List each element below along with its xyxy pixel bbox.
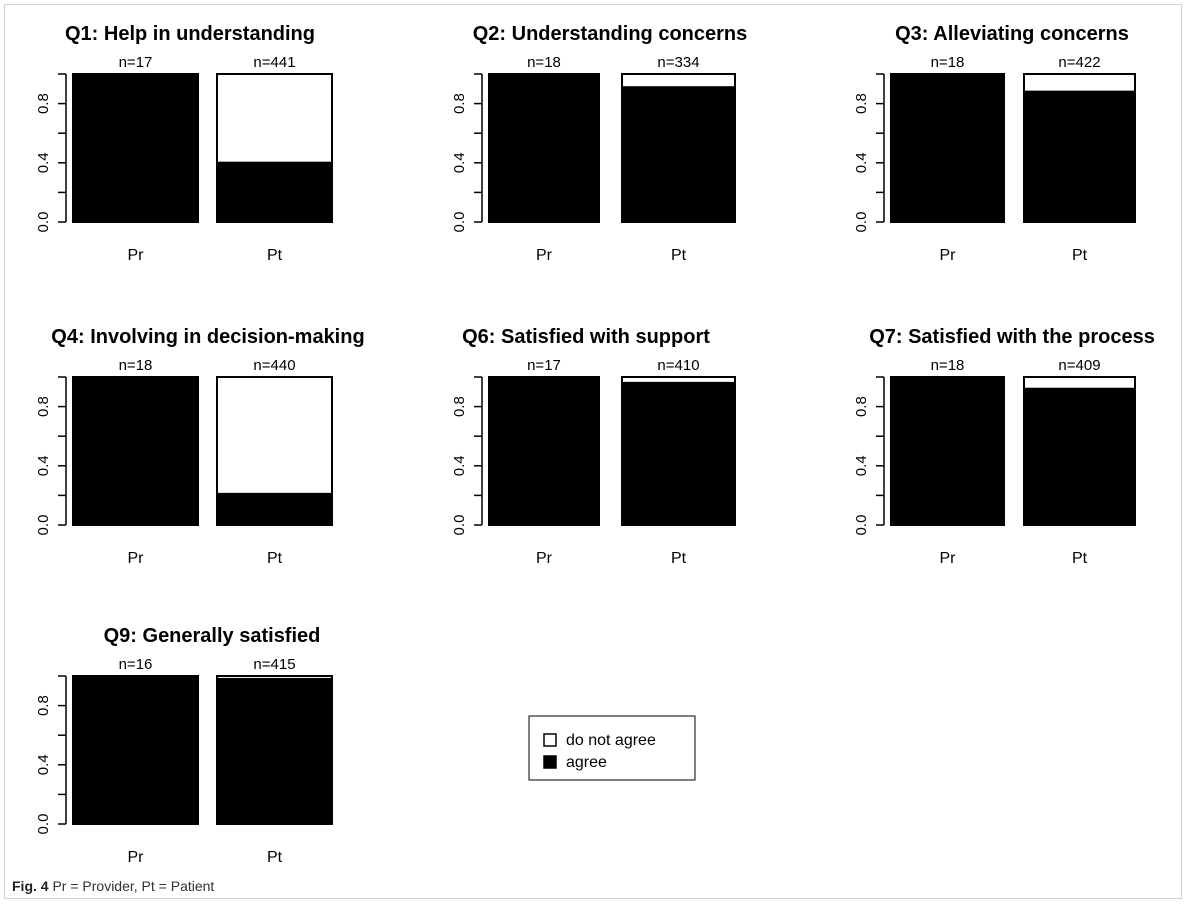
y-tick-label: 0.8 bbox=[35, 695, 52, 716]
x-tick-label: Pt bbox=[1072, 550, 1088, 567]
y-tick-label: 0.0 bbox=[35, 814, 52, 835]
x-tick-label: Pr bbox=[128, 247, 145, 264]
n-label: n=18 bbox=[931, 54, 965, 71]
chart-title: Q4: Involving in decision-making bbox=[51, 326, 364, 348]
chart-panel-4: Q4: Involving in decision-making n=18 Pr n=… bbox=[35, 326, 365, 567]
n-label: n=334 bbox=[657, 54, 699, 71]
x-tick-label: Pt bbox=[1072, 247, 1088, 264]
bar-segment-agree bbox=[488, 376, 600, 526]
y-tick-label: 0.8 bbox=[853, 396, 870, 417]
legend-swatch bbox=[543, 733, 557, 747]
x-tick-label: Pr bbox=[536, 247, 553, 264]
bar-segment-do-not-agree bbox=[1023, 376, 1136, 390]
y-tick-label: 0.4 bbox=[35, 152, 52, 173]
bar-segment-do-not-agree bbox=[1023, 73, 1136, 93]
n-label: n=16 bbox=[119, 656, 153, 673]
n-label: n=18 bbox=[931, 357, 965, 374]
y-tick-label: 0.0 bbox=[451, 515, 468, 536]
chart-title: Q9: Generally satisfied bbox=[104, 625, 321, 647]
bar-segment-agree bbox=[1023, 387, 1136, 526]
x-tick-label: Pr bbox=[940, 550, 957, 567]
legend: do not agree agree bbox=[528, 715, 696, 781]
bar-segment-agree bbox=[72, 73, 199, 223]
y-tick-label: 0.0 bbox=[35, 515, 52, 536]
chart-panel-7: Q9: Generally satisfied n=16 Pr n=415 Pt 0.0 0… bbox=[35, 625, 333, 866]
y-tick-label: 0.0 bbox=[451, 212, 468, 233]
chart-panel-3: Q3: Alleviating concerns n=18 Pr n=422 Pt 0.0… bbox=[853, 23, 1136, 264]
bar-segment-agree bbox=[72, 376, 199, 526]
legend-label: agree bbox=[566, 754, 607, 771]
n-label: n=415 bbox=[253, 656, 295, 673]
y-tick-label: 0.8 bbox=[451, 396, 468, 417]
x-tick-label: Pt bbox=[671, 247, 687, 264]
x-tick-label: Pr bbox=[536, 550, 553, 567]
chart-panel-5: Q6: Satisfied with support n=17 Pr n=410 Pt 0… bbox=[451, 326, 736, 567]
y-tick-label: 0.4 bbox=[853, 455, 870, 476]
x-tick-label: Pr bbox=[128, 550, 145, 567]
y-tick-label: 0.0 bbox=[853, 212, 870, 233]
chart-title: Q6: Satisfied with support bbox=[462, 326, 710, 348]
chart-title: Q2: Understanding concerns bbox=[473, 23, 748, 45]
bar-segment-agree bbox=[890, 376, 1005, 526]
chart-title: Q7: Satisfied with the process bbox=[869, 326, 1155, 348]
bar-segment-agree bbox=[216, 492, 333, 527]
n-label: n=409 bbox=[1058, 357, 1100, 374]
bar-segment-agree bbox=[72, 675, 199, 825]
chart-panel-6: Q7: Satisfied with the process n=18 Pr n=40… bbox=[853, 326, 1155, 567]
legend-swatch bbox=[543, 755, 557, 769]
y-tick-label: 0.4 bbox=[35, 455, 52, 476]
chart-panel-1: Q1: Help in understanding n=17 Pr n=441 Pt 0.… bbox=[35, 23, 333, 264]
bar-segment-do-not-agree bbox=[216, 73, 333, 164]
x-tick-label: Pt bbox=[267, 849, 283, 866]
y-tick-label: 0.4 bbox=[451, 152, 468, 173]
n-label: n=18 bbox=[527, 54, 561, 71]
x-tick-label: Pt bbox=[671, 550, 687, 567]
chart-title: Q3: Alleviating concerns bbox=[895, 23, 1129, 45]
figure-caption: Fig. 4 Pr = Provider, Pt = Patient bbox=[12, 878, 214, 894]
x-tick-label: Pt bbox=[267, 247, 283, 264]
n-label: n=410 bbox=[657, 357, 699, 374]
n-label: n=17 bbox=[527, 357, 561, 374]
chart-title: Q1: Help in understanding bbox=[65, 23, 315, 45]
bar-segment-agree bbox=[216, 677, 333, 826]
n-label: n=440 bbox=[253, 357, 295, 374]
chart-panel-2: Q2: Understanding concerns n=18 Pr n=334 Pt 0… bbox=[451, 23, 747, 264]
y-tick-label: 0.0 bbox=[853, 515, 870, 536]
bar-segment-do-not-agree bbox=[216, 376, 333, 495]
y-tick-label: 0.8 bbox=[35, 396, 52, 417]
x-tick-label: Pr bbox=[128, 849, 145, 866]
n-label: n=18 bbox=[119, 357, 153, 374]
bar-segment-agree bbox=[621, 86, 736, 223]
y-tick-label: 0.4 bbox=[35, 754, 52, 775]
n-label: n=441 bbox=[253, 54, 295, 71]
n-label: n=422 bbox=[1058, 54, 1100, 71]
x-tick-label: Pr bbox=[940, 247, 957, 264]
bar-segment-agree bbox=[621, 381, 736, 527]
y-tick-label: 0.8 bbox=[853, 93, 870, 114]
x-tick-label: Pt bbox=[267, 550, 283, 567]
bar-segment-agree bbox=[890, 73, 1005, 223]
figure-label: Fig. 4 bbox=[12, 878, 49, 894]
legend-box bbox=[528, 715, 696, 781]
y-tick-label: 0.0 bbox=[35, 212, 52, 233]
y-tick-label: 0.8 bbox=[35, 93, 52, 114]
y-tick-label: 0.8 bbox=[451, 93, 468, 114]
figure-frame bbox=[4, 4, 1182, 899]
bar-segment-agree bbox=[488, 73, 600, 223]
n-label: n=17 bbox=[119, 54, 153, 71]
y-tick-label: 0.4 bbox=[451, 455, 468, 476]
y-tick-label: 0.4 bbox=[853, 152, 870, 173]
bar-segment-agree bbox=[216, 161, 333, 224]
bar-segment-agree bbox=[1023, 90, 1136, 224]
figure-caption-text: Pr = Provider, Pt = Patient bbox=[52, 878, 215, 894]
bar-segment-do-not-agree bbox=[621, 73, 736, 89]
legend-label: do not agree bbox=[566, 732, 656, 749]
